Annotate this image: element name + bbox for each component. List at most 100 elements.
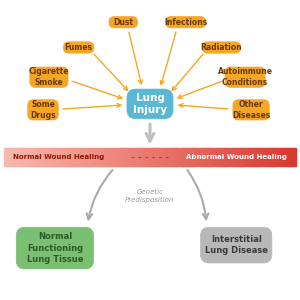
Bar	[147, 148, 149, 166]
Text: Autoimmune
Conditions: Autoimmune Conditions	[218, 67, 273, 87]
Bar	[114, 148, 115, 166]
Bar	[172, 148, 174, 166]
Bar	[287, 148, 289, 166]
FancyBboxPatch shape	[202, 42, 240, 53]
Bar	[218, 148, 220, 166]
FancyBboxPatch shape	[63, 42, 94, 53]
Bar	[148, 148, 150, 166]
Bar	[140, 148, 142, 166]
Bar	[10, 148, 12, 166]
Bar	[166, 148, 168, 166]
Bar	[208, 148, 210, 166]
Bar	[214, 148, 216, 166]
Bar	[170, 148, 172, 166]
Bar	[12, 148, 13, 166]
Bar	[26, 148, 28, 166]
Bar	[185, 148, 187, 166]
Bar	[252, 148, 254, 166]
Bar	[76, 148, 77, 166]
Bar	[85, 148, 86, 166]
Bar	[236, 148, 238, 166]
Bar	[217, 148, 219, 166]
Bar	[281, 148, 283, 166]
Bar	[262, 148, 264, 166]
Bar	[202, 148, 204, 166]
Text: Infections: Infections	[164, 18, 207, 27]
Bar	[258, 148, 260, 166]
Bar	[22, 148, 24, 166]
Bar	[249, 148, 251, 166]
Bar	[272, 148, 274, 166]
Text: Abnormal Wound Healing: Abnormal Wound Healing	[186, 154, 287, 160]
Bar	[112, 148, 114, 166]
Bar	[194, 148, 195, 166]
Bar	[57, 148, 59, 166]
Bar	[48, 148, 50, 166]
Bar	[188, 148, 190, 166]
Bar	[230, 148, 232, 166]
Bar	[274, 148, 275, 166]
Bar	[280, 148, 281, 166]
Bar	[74, 148, 76, 166]
Bar	[175, 148, 176, 166]
Bar	[61, 148, 63, 166]
Bar	[235, 148, 236, 166]
Text: Normal
Functioning
Lung Tissue: Normal Functioning Lung Tissue	[27, 232, 83, 264]
Text: Genetic
Predisposition: Genetic Predisposition	[125, 189, 175, 203]
Bar	[38, 148, 40, 166]
Bar	[31, 148, 32, 166]
Bar	[290, 148, 292, 166]
Bar	[211, 148, 213, 166]
Bar	[70, 148, 72, 166]
Bar	[99, 148, 101, 166]
Bar	[248, 148, 249, 166]
Bar	[243, 148, 245, 166]
Bar	[119, 148, 121, 166]
Bar	[82, 148, 83, 166]
Bar	[109, 148, 111, 166]
Bar	[36, 148, 38, 166]
Text: Other
Diseases: Other Diseases	[232, 100, 270, 120]
Bar	[275, 148, 277, 166]
Bar	[278, 148, 280, 166]
Bar	[44, 148, 45, 166]
Bar	[79, 148, 80, 166]
Bar	[220, 148, 222, 166]
Bar	[162, 148, 164, 166]
FancyBboxPatch shape	[16, 227, 94, 269]
Bar	[195, 148, 197, 166]
Bar	[176, 148, 178, 166]
Bar	[261, 148, 262, 166]
Bar	[137, 148, 139, 166]
Bar	[131, 148, 133, 166]
Bar	[173, 148, 175, 166]
Bar	[157, 148, 159, 166]
Bar	[250, 148, 252, 166]
Bar	[283, 148, 284, 166]
Bar	[124, 148, 125, 166]
Bar	[294, 148, 296, 166]
Bar	[153, 148, 155, 166]
Bar	[127, 148, 128, 166]
Text: Normal Wound Healing: Normal Wound Healing	[13, 154, 104, 160]
Bar	[192, 148, 194, 166]
Bar	[115, 148, 117, 166]
Bar	[125, 148, 127, 166]
Bar	[271, 148, 273, 166]
Bar	[15, 148, 16, 166]
Bar	[256, 148, 258, 166]
Bar	[264, 148, 266, 166]
Bar	[96, 148, 98, 166]
Bar	[73, 148, 75, 166]
Bar	[227, 148, 229, 166]
Bar	[269, 148, 271, 166]
Bar	[160, 148, 162, 166]
Bar	[86, 148, 88, 166]
Bar	[71, 148, 73, 166]
Bar	[152, 148, 153, 166]
Bar	[46, 148, 48, 166]
Text: Cigarette
Smoke: Cigarette Smoke	[29, 67, 69, 87]
Bar	[207, 148, 208, 166]
Bar	[213, 148, 214, 166]
Bar	[28, 148, 29, 166]
